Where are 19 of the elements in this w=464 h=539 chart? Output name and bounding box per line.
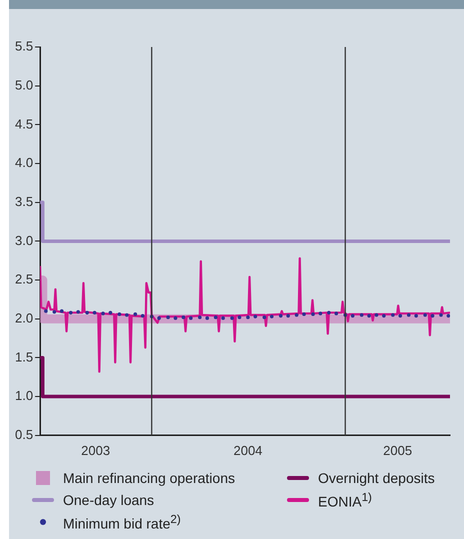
legend-label: Overnight deposits — [318, 470, 435, 486]
x-tick-label: 2004 — [233, 442, 262, 458]
x-tick-label: 2003 — [81, 442, 110, 458]
y-tick-label: 1.5 — [14, 349, 34, 364]
y-tick-label: 1.0 — [14, 388, 34, 404]
y-tick-label: 5.5 — [14, 38, 34, 54]
legend-label: Minimum bid rate$^{2)}$ — [63, 512, 181, 532]
y-tick-label: 4.0 — [14, 155, 34, 170]
x-tick-label: 2005 — [383, 442, 412, 458]
y-tick-label: 0.5 — [14, 426, 34, 442]
y-tick-label: 5.0 — [14, 77, 34, 92]
legend-label: EONIA$^{1)}$ — [318, 490, 372, 510]
y-tick-label: 2.0 — [14, 310, 34, 326]
legend-label: One-day loans — [63, 492, 154, 508]
legend-label: Main refinancing operations — [63, 470, 235, 486]
y-tick-label: 3.5 — [14, 194, 34, 209]
y-tick-label: 3.0 — [14, 232, 34, 248]
y-tick-label: 2.5 — [14, 272, 34, 287]
y-tick-label: 4.5 — [14, 116, 34, 132]
